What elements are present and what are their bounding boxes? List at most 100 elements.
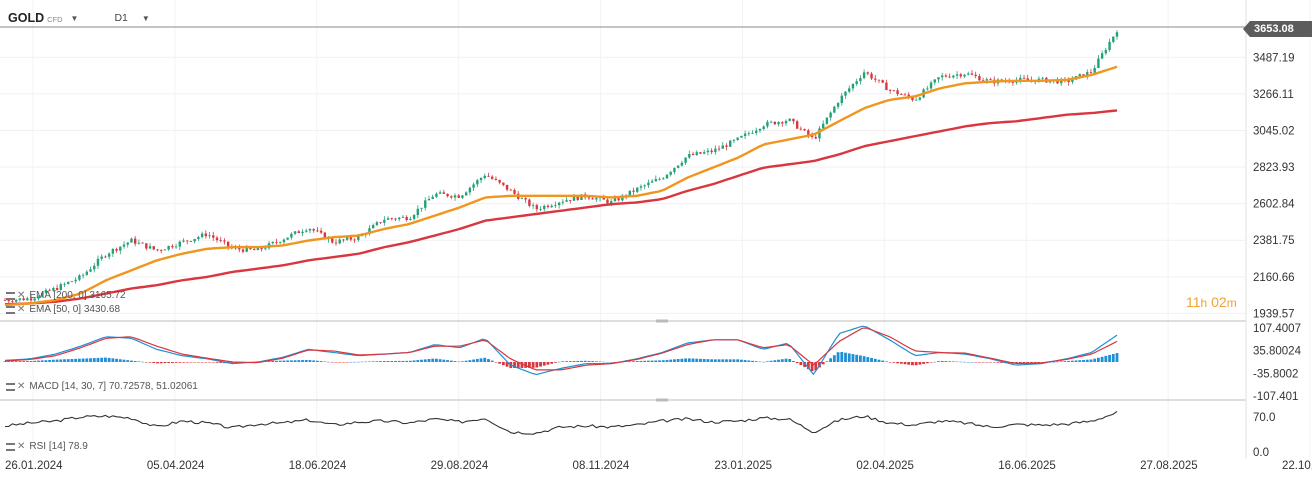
candle-body <box>795 121 799 129</box>
candle-body <box>877 79 881 81</box>
macd-histogram-bar <box>286 360 290 362</box>
macd-histogram-bar <box>1074 360 1078 362</box>
settings-icon[interactable] <box>6 292 15 300</box>
candle-body <box>483 175 486 179</box>
pane-resize-handle[interactable] <box>656 319 668 323</box>
candle-body <box>1041 77 1044 79</box>
macd-histogram-bar <box>234 361 237 364</box>
candle-body <box>119 246 122 251</box>
macd-histogram-bar <box>721 359 725 362</box>
macd-histogram-bar <box>349 361 353 363</box>
macd-histogram-bar <box>762 361 766 363</box>
macd-histogram-bar <box>520 361 524 368</box>
candle-body <box>260 248 263 250</box>
macd-histogram-bar <box>208 361 211 363</box>
macd-histogram-bar <box>438 359 442 362</box>
close-icon[interactable]: ✕ <box>17 290 26 301</box>
macd-histogram-bar <box>1059 361 1063 362</box>
candle-body <box>762 126 765 130</box>
macd-histogram-bar <box>691 358 695 362</box>
candle-body <box>33 298 36 301</box>
macd-histogram-bar <box>728 359 732 362</box>
macd-histogram-bar <box>1097 357 1100 362</box>
candle-body <box>543 205 546 210</box>
macd-histogram-bar <box>702 358 706 362</box>
close-icon[interactable]: ✕ <box>17 381 26 392</box>
candle-body <box>695 152 698 155</box>
macd-histogram-bar <box>676 359 680 362</box>
macd-histogram-bar <box>211 361 215 363</box>
candle-body <box>989 79 992 81</box>
candle-body <box>803 129 806 131</box>
candle-body <box>494 178 498 180</box>
macd-histogram-bar <box>513 361 516 369</box>
macd-histogram-bar <box>501 361 505 366</box>
macd-histogram-bar <box>554 361 557 363</box>
candle-body <box>691 154 695 155</box>
candle-body <box>874 78 877 80</box>
macd-histogram-bar <box>89 358 92 362</box>
rsi-tick-label: 0.0 <box>1253 447 1269 459</box>
macd-histogram-bar <box>836 352 840 362</box>
macd-histogram-bar <box>100 357 104 362</box>
macd-histogram-bar <box>568 361 572 362</box>
candle-body <box>684 157 687 163</box>
candle-body <box>316 230 319 232</box>
indicator-ema50[interactable]: ✕ EMA [50, 0] 3430.68 <box>6 304 120 316</box>
time-tick-label: 18.06.2024 <box>289 460 347 472</box>
time-axis[interactable]: 26.01.2024 05.04.2024 18.06.2024 29.08.2024… <box>5 460 1312 472</box>
macd-histogram-bar <box>472 359 476 362</box>
macd-histogram-bar <box>427 359 431 362</box>
close-icon[interactable]: ✕ <box>17 441 26 452</box>
candle-body <box>238 247 241 250</box>
macd-histogram-bar <box>74 358 78 362</box>
macd-histogram-bar <box>137 361 141 362</box>
indicator-macd[interactable]: ✕ MACD [14, 30, 7] 70.72578, 51.02061 <box>6 381 198 393</box>
price-tick-label: 3266.11 <box>1253 89 1294 101</box>
macd-histogram-bar <box>457 361 461 363</box>
candle-body <box>769 121 773 123</box>
macd-histogram-bar <box>152 361 156 364</box>
macd-signal-line <box>4 327 1118 371</box>
macd-histogram-bar <box>196 361 200 363</box>
candle-body <box>1104 50 1108 54</box>
macd-histogram-bar <box>416 360 420 362</box>
macd-histogram-bar <box>650 360 654 362</box>
macd-histogram-bar <box>695 358 699 362</box>
candle-body <box>792 118 795 122</box>
candle-body <box>970 73 974 75</box>
close-icon[interactable]: ✕ <box>17 304 26 315</box>
candle-body <box>7 300 10 302</box>
time-tick-label: 23.01.2025 <box>714 460 772 472</box>
macd-histogram-bar <box>687 358 691 362</box>
ema200-line <box>4 109 1118 306</box>
macd-histogram-bar <box>832 355 836 362</box>
time-tick-label: 16.06.2025 <box>998 460 1056 472</box>
symbol-chevron-down-icon[interactable]: ▼ <box>70 13 79 23</box>
macd-histogram-bar <box>40 360 44 362</box>
candle-body <box>907 94 910 98</box>
macd-histogram-bar <box>632 361 635 362</box>
timeframe-chevron-down-icon[interactable]: ▼ <box>141 13 150 23</box>
candle-body <box>580 194 583 200</box>
candle-body <box>11 301 14 302</box>
indicator-ema200[interactable]: ✕ EMA [200, 0] 3165.72 <box>6 290 126 302</box>
candle-body <box>784 120 788 124</box>
candle-body <box>141 242 144 244</box>
candle-body <box>967 73 970 75</box>
symbol-name[interactable]: GOLD <box>8 11 45 25</box>
pane-resize-handle[interactable] <box>656 398 668 402</box>
candle-body <box>576 196 579 200</box>
macd-histogram-bar <box>583 360 587 362</box>
indicator-rsi[interactable]: ✕ RSI [14] 78.9 <box>6 441 88 453</box>
macd-histogram-bar <box>379 361 383 362</box>
settings-icon[interactable] <box>6 443 15 451</box>
settings-icon[interactable] <box>6 383 15 391</box>
candle-body <box>145 243 148 249</box>
settings-icon[interactable] <box>6 306 15 314</box>
price-axis[interactable]: 3487.19 3266.11 3045.02 2823.93 2602.84 2381.… <box>1253 52 1302 459</box>
candle-body <box>781 122 784 124</box>
macd-histogram-bar <box>368 361 371 362</box>
timeframe-selector[interactable]: D1 <box>114 12 128 24</box>
